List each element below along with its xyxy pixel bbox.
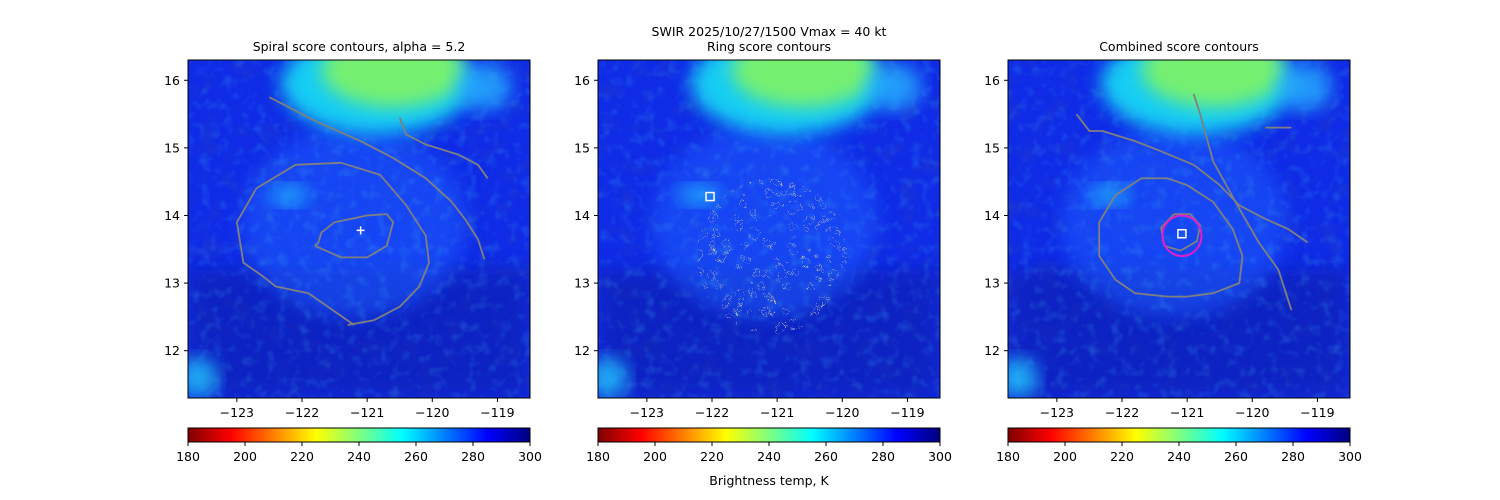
colorbar-tick-label: 180 [586,449,610,464]
y-tick-label: 13 [984,276,1000,291]
center-marker [705,191,715,202]
colorbar-tick-label: 220 [1110,449,1134,464]
combined-max-ring [1161,214,1203,258]
y-tick-label: 12 [164,343,180,358]
colorbar-tick-label: 240 [347,449,371,464]
colorbar-tick-label: 300 [1338,449,1362,464]
center-marker [1177,228,1187,239]
x-tick-label: −122 [1105,405,1139,420]
colorbar-tick-label: 260 [1224,449,1248,464]
axes-frame [597,59,941,399]
colorbar-tick-label: 240 [1167,449,1191,464]
y-tick-label: 13 [164,276,180,291]
score-contour [235,161,430,326]
panel-title: Ring score contours [707,39,831,54]
y-tick-label: 15 [164,140,180,155]
x-tick-label: −119 [480,405,514,420]
colorbar-tick-label: 180 [176,449,200,464]
y-tick-label: 16 [984,73,1000,88]
colorbar-tick-label: 260 [814,449,838,464]
figure-suptitle: SWIR 2025/10/27/1500 Vmax = 40 kt [652,24,887,39]
panel-spiral: Spiral score contours, alpha = 5.2 −123 −1… [164,39,542,464]
x-tick-label: −119 [890,405,924,420]
colorbar-tick-label: 180 [996,449,1020,464]
colorbar-tick-label: 200 [233,449,257,464]
y-tick-label: 12 [984,343,1000,358]
axes-frame [187,59,531,399]
colorbar [1007,427,1351,443]
colorbar-tick-label: 200 [1053,449,1077,464]
colorbar [187,427,531,443]
y-tick-label: 14 [984,208,1000,223]
x-tick-label: −123 [220,405,254,420]
score-contour [268,96,486,260]
ring-score-contours [697,178,847,334]
colorbar-tick-label: 240 [757,449,781,464]
x-tick-label: −123 [630,405,664,420]
x-tick-label: −119 [1300,405,1334,420]
y-tick-label: 15 [574,140,590,155]
score-contour [1192,93,1293,311]
panel-combined: Combined score contours −123 −122 −121 −120 −… [984,39,1362,464]
score-contour [314,213,395,259]
score-contour [1098,177,1244,298]
colorbar-tick-label: 300 [518,449,542,464]
colorbar [597,427,941,443]
x-tick-label: −121 [350,405,384,420]
colorbar-tick-label: 260 [404,449,428,464]
y-tick-label: 14 [164,208,180,223]
colorbar-tick-label: 220 [700,449,724,464]
x-tick-label: −121 [1170,405,1204,420]
panel-title: Spiral score contours, alpha = 5.2 [253,39,466,54]
panel-ring: Ring score contours −123 −122 −121 −120 −119 1… [574,39,952,464]
colorbar-tick-label: 280 [1281,449,1305,464]
y-tick-label: 16 [164,73,180,88]
colorbar-tick-label: 200 [643,449,667,464]
colorbar-tick-label: 300 [928,449,952,464]
x-tick-label: −123 [1040,405,1074,420]
x-tick-label: −122 [695,405,729,420]
x-tick-label: −120 [1235,405,1269,420]
x-tick-label: −120 [825,405,859,420]
x-tick-label: −122 [285,405,319,420]
colorbar-tick-label: 280 [871,449,895,464]
score-contour [398,117,489,179]
y-tick-label: 12 [574,343,590,358]
y-tick-label: 13 [574,276,590,291]
y-tick-label: 16 [574,73,590,88]
brightness-image [188,60,530,398]
panel-title: Combined score contours [1099,39,1259,54]
y-tick-label: 15 [984,140,1000,155]
axes-frame [1007,59,1351,399]
colorbar-tick-label: 220 [290,449,314,464]
colorbar-tick-label: 280 [461,449,485,464]
center-marker [356,226,365,235]
y-tick-label: 14 [574,208,590,223]
colorbar-label: Brightness temp, K [709,473,829,488]
x-tick-label: −121 [760,405,794,420]
score-contour [1075,113,1309,244]
x-tick-label: −120 [415,405,449,420]
